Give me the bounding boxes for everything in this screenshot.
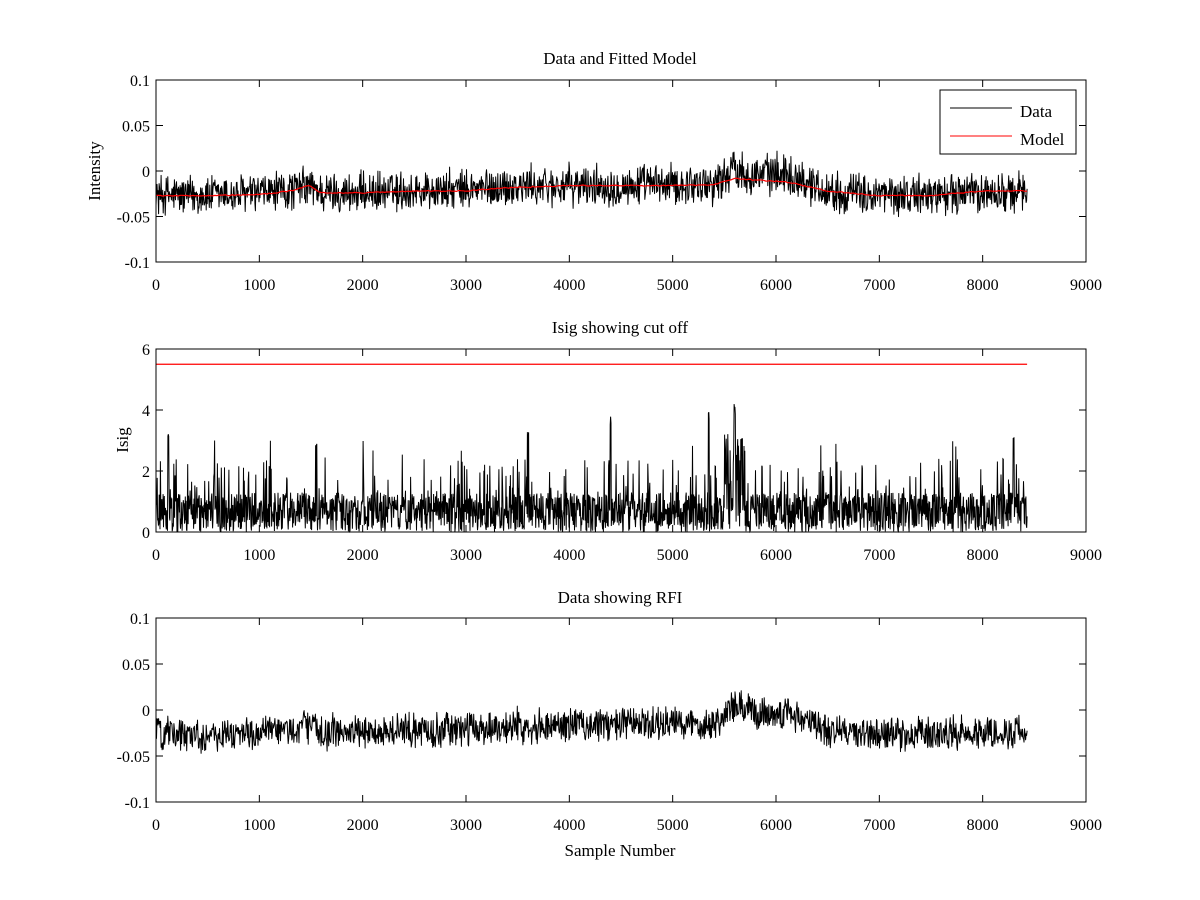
panel-3-x-ticks: 0 1000 2000 3000 4000 5000 6000 7000 8000 9000 — [152, 618, 1102, 834]
y-tick-label: 0 — [142, 164, 150, 181]
data-series-line — [155, 690, 1028, 754]
panel-1-y-ticks: -0.1 -0.05 0 0.05 0.1 — [117, 73, 1086, 272]
y-tick-label: 0 — [142, 703, 150, 720]
panel-2-plot-area — [155, 363, 1028, 534]
x-tick-label: 8000 — [967, 817, 999, 834]
x-tick-label: 4000 — [553, 547, 585, 564]
panel-2-y-ticks: 0 2 4 6 — [142, 342, 1086, 542]
y-tick-label: 0.05 — [122, 119, 150, 136]
x-tick-label: 3000 — [450, 277, 482, 294]
y-tick-label: -0.05 — [117, 749, 150, 766]
panel-1-plot-area — [155, 150, 1028, 218]
panel-2-title: Isig showing cut off — [552, 318, 688, 337]
panel-2-y-axis-label: Isig — [113, 427, 132, 453]
x-tick-label: 8000 — [967, 547, 999, 564]
panel-data-rfi: Data showing RFI 0 1000 2000 3000 4000 5000 60… — [117, 588, 1102, 860]
x-tick-label: 0 — [152, 817, 160, 834]
x-tick-label: 0 — [152, 277, 160, 294]
panel-1-x-ticks: 0 1000 2000 3000 4000 5000 6000 7000 8000 9000 — [152, 80, 1102, 294]
x-tick-label: 7000 — [863, 277, 895, 294]
x-tick-label: 2000 — [347, 277, 379, 294]
x-tick-label: 5000 — [657, 817, 689, 834]
x-tick-label: 6000 — [760, 817, 792, 834]
x-tick-label: 1000 — [243, 817, 275, 834]
x-tick-label: 7000 — [863, 817, 895, 834]
x-tick-label: 5000 — [657, 547, 689, 564]
panel-2-series-isig — [155, 404, 1028, 534]
panel-1-series-data — [155, 150, 1028, 218]
x-tick-label: 1000 — [243, 277, 275, 294]
x-tick-label: 4000 — [553, 277, 585, 294]
y-tick-label: -0.1 — [125, 795, 150, 812]
y-tick-label: -0.1 — [125, 255, 150, 272]
x-tick-label: 6000 — [760, 547, 792, 564]
isig-series-line — [155, 404, 1028, 534]
x-tick-label: 9000 — [1070, 817, 1102, 834]
legend-label-data: Data — [1020, 102, 1053, 121]
panel-3-series-data — [155, 690, 1028, 754]
x-tick-label: 9000 — [1070, 277, 1102, 294]
x-tick-label: 4000 — [553, 817, 585, 834]
panel-1-series-model — [155, 177, 1028, 197]
data-series-line — [155, 150, 1028, 218]
panel-2-axes-box — [155, 348, 1087, 533]
y-tick-label: 0.1 — [130, 611, 150, 628]
y-tick-label: 0.1 — [130, 73, 150, 90]
x-tick-label: 7000 — [863, 547, 895, 564]
y-tick-label: 0 — [142, 525, 150, 542]
panel-3-y-ticks: -0.1 -0.05 0 0.05 0.1 — [117, 611, 1086, 812]
model-series-line — [155, 177, 1028, 197]
panel-1-title: Data and Fitted Model — [543, 49, 697, 68]
panel-1-legend: Data Model — [939, 89, 1077, 155]
x-tick-label: 3000 — [450, 547, 482, 564]
panel-3-x-axis-label: Sample Number — [565, 841, 676, 860]
y-tick-label: -0.05 — [117, 210, 150, 227]
y-tick-label: 2 — [142, 464, 150, 481]
x-tick-label: 8000 — [967, 277, 999, 294]
x-tick-label: 3000 — [450, 817, 482, 834]
x-tick-label: 0 — [152, 547, 160, 564]
x-tick-label: 6000 — [760, 277, 792, 294]
panel-isig-cutoff: Isig showing cut off 0 1000 2000 3000 4000 50… — [113, 318, 1102, 564]
x-tick-label: 5000 — [657, 277, 689, 294]
x-tick-label: 1000 — [243, 547, 275, 564]
y-tick-label: 0.05 — [122, 657, 150, 674]
panel-3-title: Data showing RFI — [558, 588, 683, 607]
x-tick-label: 9000 — [1070, 547, 1102, 564]
legend-box — [939, 89, 1077, 155]
panel-3-plot-area — [155, 690, 1028, 754]
x-tick-label: 2000 — [347, 547, 379, 564]
y-tick-label: 6 — [142, 342, 150, 359]
panel-1-y-axis-label: Intensity — [85, 141, 104, 201]
y-tick-label: 4 — [142, 403, 150, 420]
panel-data-and-model: Data and Fitted Model 0 1000 2000 3000 4000 5… — [85, 49, 1102, 294]
x-tick-label: 2000 — [347, 817, 379, 834]
legend-label-model: Model — [1020, 130, 1065, 149]
panel-2-x-ticks: 0 1000 2000 3000 4000 5000 6000 7000 8000 9000 — [152, 349, 1102, 564]
